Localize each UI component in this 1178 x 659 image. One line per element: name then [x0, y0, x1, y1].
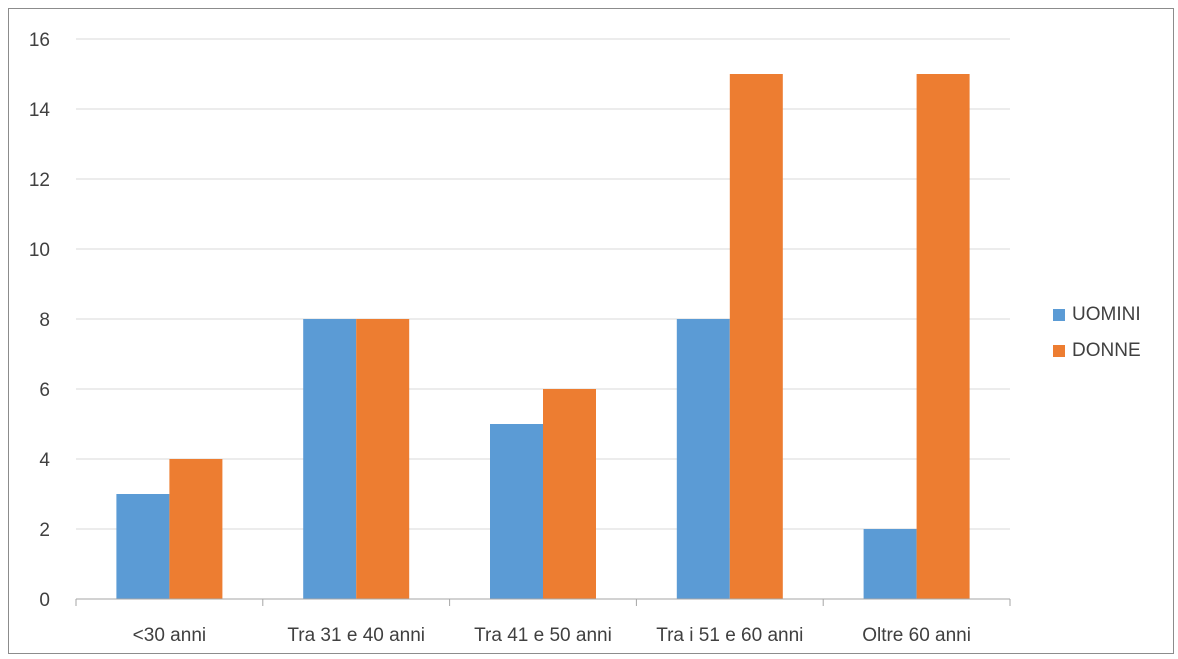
x-tick-label: Tra i 51 e 60 anni: [656, 625, 803, 646]
bar-donne: [356, 319, 410, 599]
y-tick-label: 8: [39, 310, 50, 331]
bar-uomini: [676, 319, 730, 599]
legend-swatch-uomini: [1053, 309, 1065, 321]
legend-label-uomini: UOMINI: [1072, 304, 1141, 325]
bar-uomini: [116, 494, 170, 599]
y-tick-label: 10: [29, 240, 50, 261]
y-tick-label: 14: [29, 100, 51, 121]
x-tick-label: Tra 31 e 40 anni: [287, 625, 425, 646]
bar-uomini: [863, 529, 917, 599]
x-axis: [75, 598, 1011, 606]
x-tick-label: <30 anni: [133, 625, 206, 646]
gridlines: [76, 38, 1010, 530]
bar-donne: [729, 74, 783, 599]
legend-label-donne: DONNE: [1072, 340, 1141, 361]
y-tick-label: 12: [29, 170, 50, 191]
x-axis-tick-labels: <30 anni Tra 31 e 40 anni Tra 41 e 50 anni…: [133, 625, 971, 646]
bar-uomini: [303, 319, 357, 599]
x-tick-label: Oltre 60 anni: [862, 625, 971, 646]
bar-uomini: [490, 424, 543, 599]
y-tick-label: 6: [39, 380, 50, 401]
y-tick-label: 16: [29, 30, 50, 51]
bars: [116, 74, 970, 599]
bar-donne: [916, 74, 970, 599]
bar-donne: [543, 389, 596, 599]
y-axis-tick-labels: 0 2 4 6 8 10 12 14 16: [29, 30, 51, 611]
y-tick-label: 2: [39, 520, 50, 541]
bar-donne: [169, 459, 223, 599]
y-tick-label: 0: [39, 590, 50, 611]
legend: UOMINI DONNE: [1053, 304, 1141, 361]
y-tick-label: 4: [39, 450, 50, 471]
legend-swatch-donne: [1053, 345, 1065, 357]
x-tick-label: Tra 41 e 50 anni: [474, 625, 612, 646]
